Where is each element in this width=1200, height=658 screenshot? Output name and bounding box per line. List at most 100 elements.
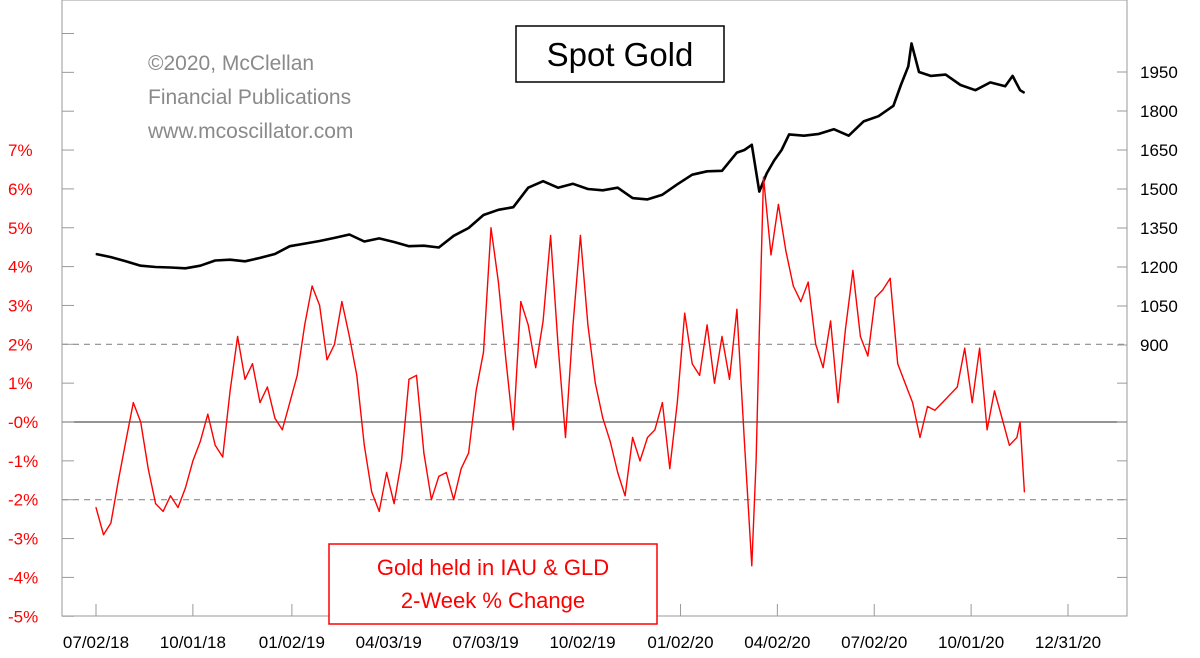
etf-change-point — [699, 374, 701, 376]
x-tick-label: 12/31/20 — [1035, 633, 1101, 652]
etf-change-point — [762, 176, 765, 178]
etf-change-point — [852, 269, 854, 272]
etf-change-point — [807, 281, 809, 283]
spot-gold-point — [512, 206, 514, 208]
etf-change-point — [770, 254, 772, 256]
x-tick-label: 01/02/20 — [647, 633, 713, 652]
left-axis-ticks: 7% 6% 5% 4% 3% 2% 1% -0% -1% -2% -3% -4% -5% — [8, 33, 74, 626]
etf-change-point — [837, 402, 839, 404]
spot-gold-point — [542, 180, 544, 182]
spot-gold-point — [661, 194, 664, 196]
spot-gold-point — [497, 209, 499, 211]
etf-change-point — [244, 378, 246, 380]
spot-gold-point — [818, 133, 820, 135]
etf-change-point — [624, 495, 626, 497]
spot-gold-point — [169, 266, 172, 269]
etf-change-point — [758, 332, 760, 334]
etf-change-point — [110, 522, 112, 524]
etf-change-point — [676, 402, 678, 404]
etf-change-point — [1019, 421, 1021, 423]
spot-gold-point — [274, 253, 276, 255]
left-tick-label: -0% — [8, 413, 38, 432]
etf-change-point — [102, 534, 105, 536]
legend-line-1: Gold held in IAU & GLD — [377, 555, 609, 580]
series-layer — [95, 42, 1026, 567]
spot-gold-point — [892, 105, 895, 107]
etf-change-point — [800, 301, 802, 303]
etf-change-point — [214, 444, 216, 446]
etf-change-point — [438, 475, 440, 477]
etf-change-point — [661, 402, 664, 404]
etf-change-point — [815, 343, 817, 345]
x-tick-label: 04/02/20 — [744, 633, 810, 652]
spot-gold-point — [244, 260, 246, 262]
spot-gold-point — [918, 71, 920, 73]
etf-change-point — [557, 343, 559, 345]
spot-gold-point — [676, 183, 678, 185]
x-tick-label: 07/02/20 — [841, 633, 907, 652]
etf-change-point — [882, 289, 884, 291]
etf-change-point — [356, 374, 358, 376]
etf-change-point — [520, 301, 522, 303]
etf-change-point — [229, 390, 231, 392]
spot-gold-point — [348, 233, 350, 236]
spot-gold-point — [1012, 75, 1014, 77]
chart-title: Spot Gold — [547, 36, 694, 73]
etf-change-point — [919, 436, 921, 439]
etf-change-point — [874, 297, 876, 299]
right-tick-label: 1800 — [1140, 102, 1178, 121]
etf-change-point — [579, 234, 582, 237]
right-tick-label: 1200 — [1140, 258, 1178, 277]
spot-gold-point — [736, 152, 738, 154]
etf-change-point — [415, 374, 418, 376]
etf-change-point — [497, 281, 499, 283]
left-tick-label: 2% — [8, 335, 33, 354]
etf-change-point — [713, 382, 716, 384]
etf-change-point — [326, 359, 328, 361]
etf-change-point — [542, 320, 544, 322]
etf-change-point — [125, 440, 127, 442]
etf-change-point — [371, 491, 373, 493]
spot-gold-point — [214, 259, 216, 262]
right-tick-label: 1650 — [1140, 141, 1178, 160]
spot-gold-point — [229, 259, 231, 261]
etf-change-point — [162, 510, 164, 512]
left-tick-label: -5% — [8, 607, 38, 626]
etf-change-point — [684, 312, 686, 314]
x-tick-label: 10/01/18 — [160, 633, 226, 652]
etf-change-point — [859, 335, 862, 338]
spot-gold-point — [289, 245, 291, 247]
etf-change-point — [468, 452, 470, 454]
spot-gold-point — [863, 120, 865, 122]
copyright-line-1: ©2020, McClellan — [148, 52, 314, 75]
etf-change-point — [251, 363, 254, 365]
etf-change-point — [934, 409, 936, 411]
spot-gold-point — [773, 159, 775, 161]
etf-change-point — [964, 347, 966, 349]
etf-change-point — [490, 227, 492, 229]
spot-gold-point — [155, 266, 157, 268]
spot-gold-point — [781, 149, 783, 151]
etf-change-point — [956, 386, 958, 388]
left-tick-label: -1% — [8, 452, 38, 471]
left-tick-label: -4% — [8, 568, 38, 587]
etf-change-point — [535, 367, 537, 369]
etf-change-point — [259, 402, 261, 404]
spot-gold-point — [900, 84, 902, 86]
etf-change-point — [912, 402, 914, 404]
etf-change-point — [897, 363, 899, 365]
etf-change-point — [199, 440, 201, 442]
etf-change-point — [941, 402, 944, 404]
right-tick-label: 1050 — [1140, 297, 1178, 316]
spot-gold-point — [184, 267, 186, 269]
right-tick-label: 1950 — [1140, 63, 1178, 82]
etf-change-point — [867, 355, 869, 357]
etf-change-point — [602, 417, 604, 419]
x-tick-label: 01/02/19 — [259, 633, 325, 652]
etf-change-point — [177, 506, 179, 509]
spot-gold-point — [333, 237, 336, 239]
etf-change-point — [274, 417, 276, 419]
etf-change-point — [777, 203, 780, 205]
etf-change-point — [721, 335, 723, 338]
